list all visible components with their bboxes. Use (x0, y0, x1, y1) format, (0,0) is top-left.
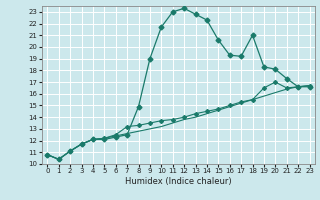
X-axis label: Humidex (Indice chaleur): Humidex (Indice chaleur) (125, 177, 232, 186)
